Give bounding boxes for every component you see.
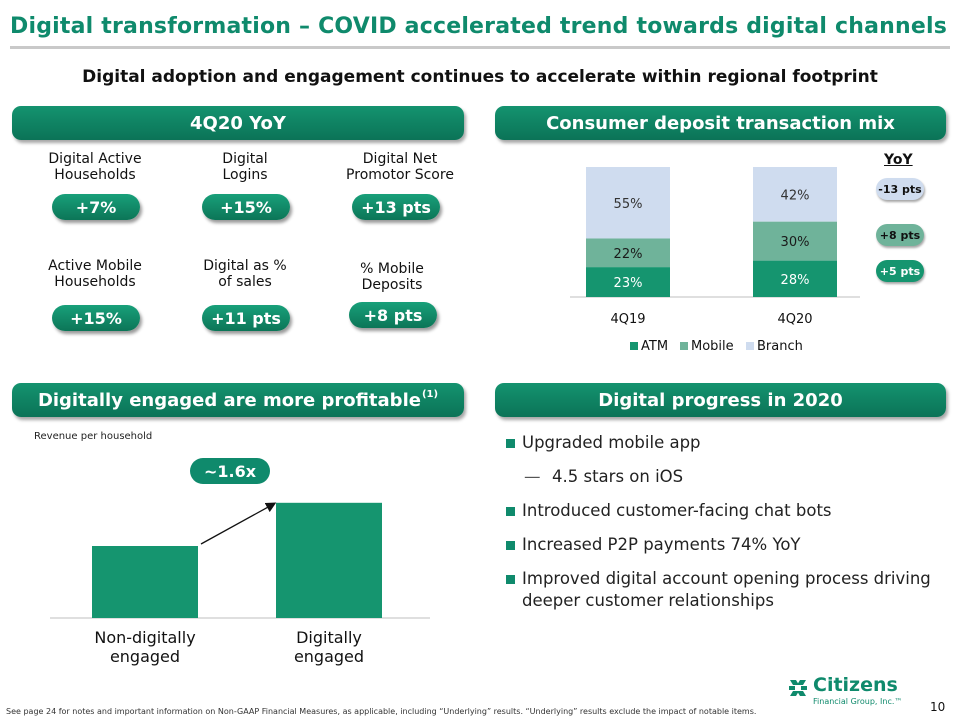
metric-value-pill: +8 pts (349, 302, 437, 328)
progress-text: Introduced customer-facing chat bots (522, 501, 832, 520)
progress-banner-label: Digital progress in 2020 (598, 389, 843, 411)
page-number: 10 (930, 700, 946, 714)
profitable-banner-label: Digitally engaged are more profitable (37, 389, 421, 411)
footnote: See page 24 for notes and important info… (6, 707, 757, 716)
yoy-header: YoY (884, 152, 913, 168)
legend-label: Branch (757, 339, 803, 354)
metric-label: Digital Net Promotor Score (346, 151, 454, 183)
citizens-logo: Citizens Financial Group, Inc.™ (787, 674, 917, 710)
legend-swatch (746, 342, 754, 350)
data-label: 22% (614, 247, 643, 262)
yoy-change-pill: -13 pts (876, 178, 924, 200)
metric-value-pill: +15% (52, 305, 140, 331)
bullet-square-icon (506, 439, 515, 448)
multiplier-label: ~1.6x (204, 462, 257, 481)
progress-bullet: Introduced customer-facing chat bots (506, 500, 946, 522)
legend-label: ATM (641, 339, 668, 354)
bullet-square-icon (506, 541, 515, 550)
bar-segment-mobile (753, 221, 837, 261)
revenue-chart: Non-digitallyengagedDigitallyengaged~1.6… (50, 458, 430, 666)
bullet-dash-icon: — (524, 467, 541, 486)
multiplier-pill: ~1.6x (190, 458, 270, 484)
data-label: 30% (781, 235, 810, 250)
x-tick-label: engaged (294, 647, 364, 666)
deposit-mix-chart: 23% 22% 55% 4Q19 28% 30% 42% 4Q20 ATM Mobile Branc… (570, 167, 860, 354)
bar-segment-branch (586, 167, 670, 239)
yoy-banner: 4Q20 YoY (12, 106, 464, 140)
x-tick-label: engaged (110, 647, 180, 666)
progress-text: Upgraded mobile app (522, 433, 701, 452)
metric-label: Digital Logins (222, 151, 268, 183)
logo-name: Citizens (813, 674, 898, 696)
yoy-banner-label: 4Q20 YoY (190, 112, 286, 134)
bar-segment-branch (753, 167, 837, 222)
page-title: Digital transformation – COVID accelerat… (10, 14, 947, 39)
revenue-bar (92, 546, 198, 618)
bullet-square-icon (506, 507, 515, 516)
data-label: 55% (614, 197, 643, 212)
progress-bullet: Increased P2P payments 74% YoY (506, 534, 946, 556)
title-divider (10, 46, 950, 49)
progress-banner: Digital progress in 2020 (495, 383, 946, 417)
metric-value-pill: +11 pts (202, 305, 290, 331)
growth-arrow (200, 502, 277, 545)
page-subtitle: Digital adoption and engagement continue… (82, 67, 878, 87)
yoy-change-pill: +5 pts (876, 260, 924, 282)
progress-list: Upgraded mobile app — 4.5 stars on iOS Intr… (506, 432, 946, 624)
legend-swatch (680, 342, 688, 350)
bullet-square-icon (506, 575, 515, 584)
x-tick-label: Non-digitally (94, 628, 195, 647)
x-tick-label: 4Q19 (610, 312, 645, 327)
profitable-footnote-marker: (1) (421, 388, 439, 400)
metric-label: % Mobile Deposits (360, 261, 424, 293)
data-label: 28% (781, 273, 810, 288)
metric-label: Digital as % of sales (203, 258, 287, 290)
profitable-banner: Digitally engaged are more profitable (1) (12, 383, 464, 417)
progress-text: Increased P2P payments 74% YoY (522, 535, 801, 554)
bar-segment-atm (753, 260, 837, 297)
data-label: 23% (614, 276, 643, 291)
x-tick-label: 4Q20 (777, 312, 812, 327)
legend-swatch (630, 342, 638, 350)
x-tick-label: Digitally (296, 628, 362, 647)
progress-bullet: Upgraded mobile app (506, 432, 946, 454)
metric-value-pill: +15% (202, 194, 290, 220)
metric-value-pill: +7% (52, 194, 140, 220)
metric-label: Digital Active Households (48, 151, 142, 183)
yoy-change-pill: +8 pts (876, 224, 924, 246)
bar-segment-atm (586, 267, 670, 297)
citizens-logo-icon (789, 680, 807, 696)
multiplier-pill-bg (190, 458, 270, 484)
metric-label: Active Mobile Households (48, 258, 142, 290)
legend-label: Mobile (691, 339, 734, 354)
progress-bullet: Improved digital account opening process… (506, 568, 946, 612)
data-label: 42% (781, 188, 810, 203)
progress-text: Improved digital account opening process… (522, 569, 931, 610)
logo-subtext: Financial Group, Inc.™ (813, 697, 903, 706)
revenue-bar (276, 502, 382, 618)
progress-text: 4.5 stars on iOS (552, 467, 684, 486)
deposit-mix-banner: Consumer deposit transaction mix (495, 106, 946, 140)
metric-value-pill: +13 pts (352, 194, 440, 220)
revenue-axis-label: Revenue per household (34, 431, 153, 442)
deposit-mix-banner-label: Consumer deposit transaction mix (546, 112, 895, 134)
progress-sub-bullet: — 4.5 stars on iOS (506, 466, 946, 488)
bar-segment-mobile (586, 238, 670, 268)
